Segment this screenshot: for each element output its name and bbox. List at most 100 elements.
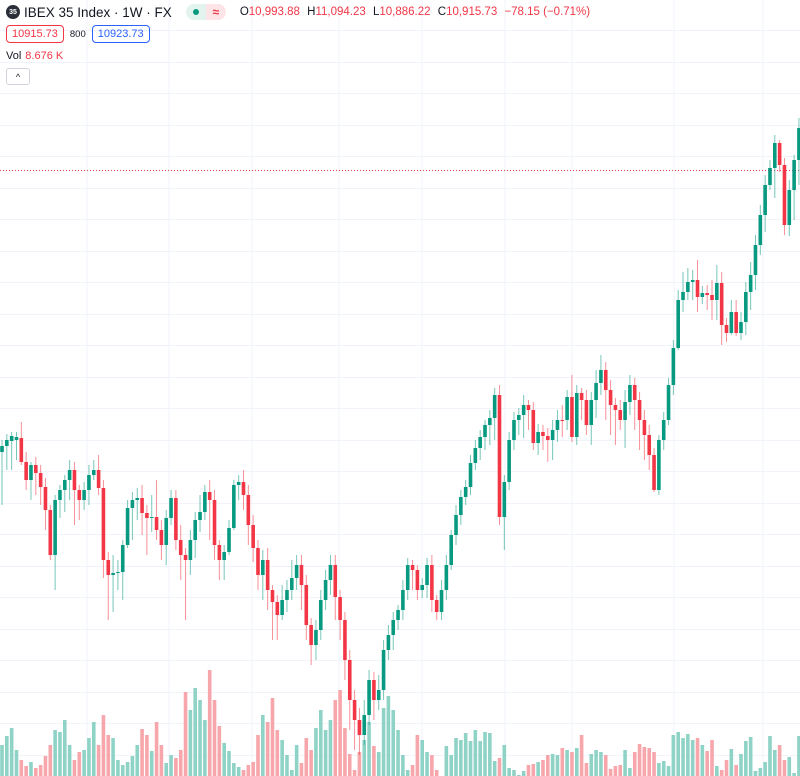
volume-label: Vol [6,50,22,62]
candle-body [372,680,376,700]
volume-bar [362,740,367,776]
volume-bar [376,752,381,776]
candle-body [323,580,328,600]
volume-bar [116,760,120,776]
volume-bar [497,758,502,776]
volume-bar [77,752,82,776]
candle-body [753,245,758,275]
candle-body [386,635,391,650]
candle-body [729,312,734,333]
volume-bar [265,722,270,776]
volume-bar [797,736,800,776]
candle-body [120,545,125,572]
candle-body [212,500,217,545]
candle-body [657,440,661,490]
candle-body [309,625,313,645]
volume-bar [241,770,246,776]
candle-body [739,322,743,333]
sell-button[interactable]: 10915.73 [6,25,64,43]
candle-body [603,370,608,390]
candle-body [241,482,246,495]
candle-body [217,545,222,560]
volume-bar [584,763,589,776]
candle-body [420,585,425,590]
volume-bar [724,760,729,776]
volume-bar [120,765,125,776]
candle-body [178,540,183,555]
volume-bar [483,732,487,776]
volume-bar [183,692,188,776]
volume-bar [628,768,632,776]
volume-bar [43,756,48,776]
candle-body [744,292,748,322]
volume-bar [145,735,149,776]
candle-body [116,572,120,573]
volume-bar [444,746,449,776]
volume-legend: Vol 8.676 K [6,50,63,62]
candle-body [24,462,28,480]
volume-bar [304,738,309,776]
candle-body [768,168,772,185]
low-value: 10,886.22 [379,6,431,18]
volume-bar [748,737,753,776]
candle-body [9,436,14,441]
volume-bar [24,766,28,776]
volume-bar [391,710,396,776]
volume-bar [690,740,695,776]
candle-body [468,463,473,487]
candle-body [497,395,502,517]
candle-body [700,293,705,297]
volume-bar [734,765,738,776]
volume-bar [555,755,560,776]
candle-body [14,437,19,440]
candle-body [512,420,516,440]
candle-body [183,555,188,560]
candle-body [164,518,169,545]
volume-bar [710,740,714,776]
volume-bar [695,738,700,776]
candle-body [565,397,569,420]
candle-body [357,720,362,735]
volume-bar [618,765,623,776]
volume-bar [661,761,666,776]
volume-bar [676,732,680,776]
candle-body [294,565,299,578]
volume-bar [38,765,43,776]
candle-body [275,602,280,615]
volume-bar [0,745,4,776]
volume-bar [396,730,400,776]
candle-body [560,420,565,421]
collapse-legend-button[interactable]: ^ [6,68,30,85]
volume-bar [280,740,284,776]
volume-bar [367,722,371,776]
volume-bar [744,741,748,776]
open-label: O [239,6,249,18]
candle-body [290,578,294,590]
candle-body [449,535,453,565]
candle-body [439,590,444,612]
candle-body [642,420,647,435]
low-label: L [372,6,380,18]
buy-button[interactable]: 10923.73 [91,25,150,43]
candle-body [473,448,478,463]
chart-legend: 35 IBEX 35 Index · 1W · FX ≈ O10,993.88 … [6,3,590,21]
volume-bar [62,720,67,776]
candle-body [5,440,9,446]
volume-bar [290,770,294,776]
candle-body [797,128,800,160]
symbol-title[interactable]: IBEX 35 Index · 1W · FX [24,4,172,20]
volume-bar [178,750,183,776]
candle-body [763,185,767,215]
volume-bar [222,743,226,776]
candle-body [96,470,101,488]
market-status-badge[interactable]: ≈ [185,4,226,20]
candle-body [724,325,729,333]
volume-bar [82,750,86,776]
candle-body [203,492,207,512]
volume-bar [236,767,241,776]
volume-bar [550,754,555,776]
volume-bar [207,670,212,776]
volume-bar [58,732,62,776]
candle-body [666,385,671,420]
